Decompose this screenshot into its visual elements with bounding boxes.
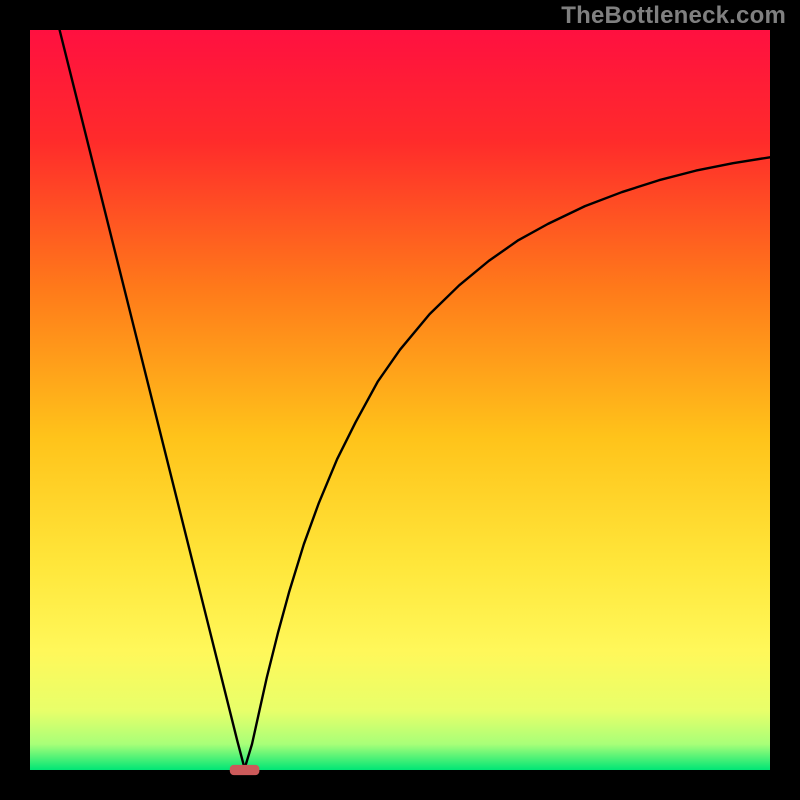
plot-area	[30, 30, 770, 770]
watermark-text: TheBottleneck.com	[561, 2, 786, 30]
chart-stage: TheBottleneck.com	[0, 0, 800, 800]
chart-svg	[0, 0, 800, 800]
min-marker	[230, 765, 260, 775]
